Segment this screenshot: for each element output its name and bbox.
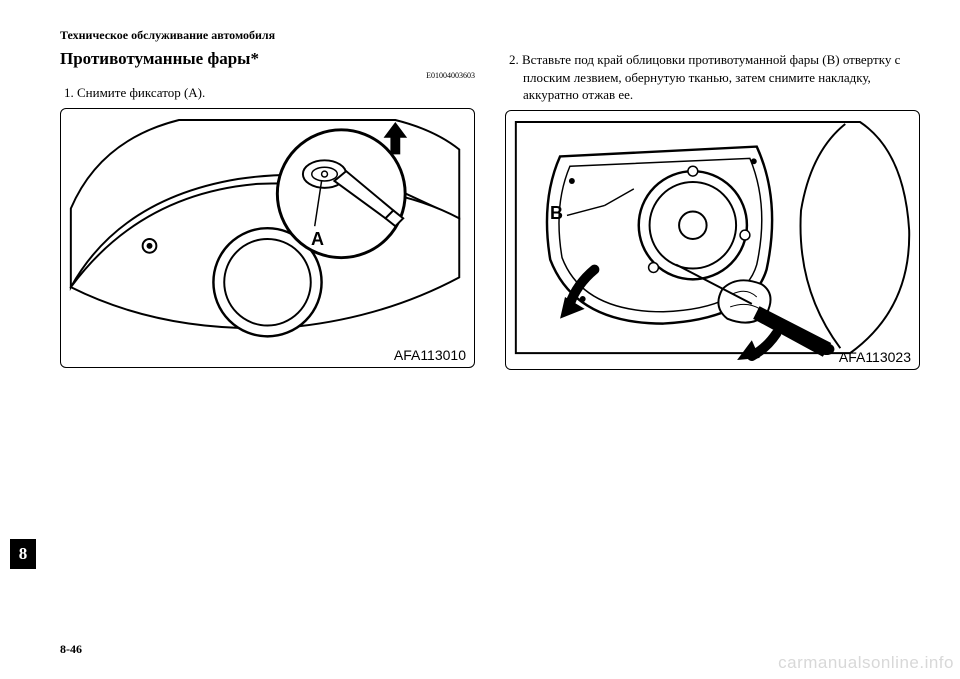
figure-left-svg [61,109,474,367]
figure-right-svg [506,111,919,369]
watermark: carmanualsonline.info [778,653,954,673]
step-1-text: Снимите фиксатор (A). [77,85,205,100]
right-column: 2. Вставьте под край облицовки противоту… [505,49,920,370]
step-2: 2. Вставьте под край облицовки противоту… [505,51,920,104]
step-1: 1. Снимите фиксатор (A). [60,84,475,102]
label-b: B [550,203,563,224]
page-number: 8-46 [60,642,82,657]
doc-code: E01004003603 [60,71,475,80]
step-1-num: 1. [64,85,74,100]
topic-title: Противотуманные фары* [60,49,475,69]
step-2-num: 2. [509,52,519,67]
section-header: Техническое обслуживание автомобиля [60,28,920,43]
left-column: Противотуманные фары* E01004003603 1. Сн… [60,49,475,370]
figure-left: A AFA113010 [60,108,475,368]
chapter-tab: 8 [10,539,36,569]
figure-right-id: AFA113023 [839,349,911,365]
manual-page: Техническое обслуживание автомобиля Прот… [0,0,960,679]
figure-left-id: AFA113010 [394,347,466,363]
figure-right: B AFA113023 [505,110,920,370]
content-columns: Противотуманные фары* E01004003603 1. Сн… [60,49,920,370]
label-a: A [311,229,324,250]
step-2-text: Вставьте под край облицовки противотуман… [522,52,900,102]
